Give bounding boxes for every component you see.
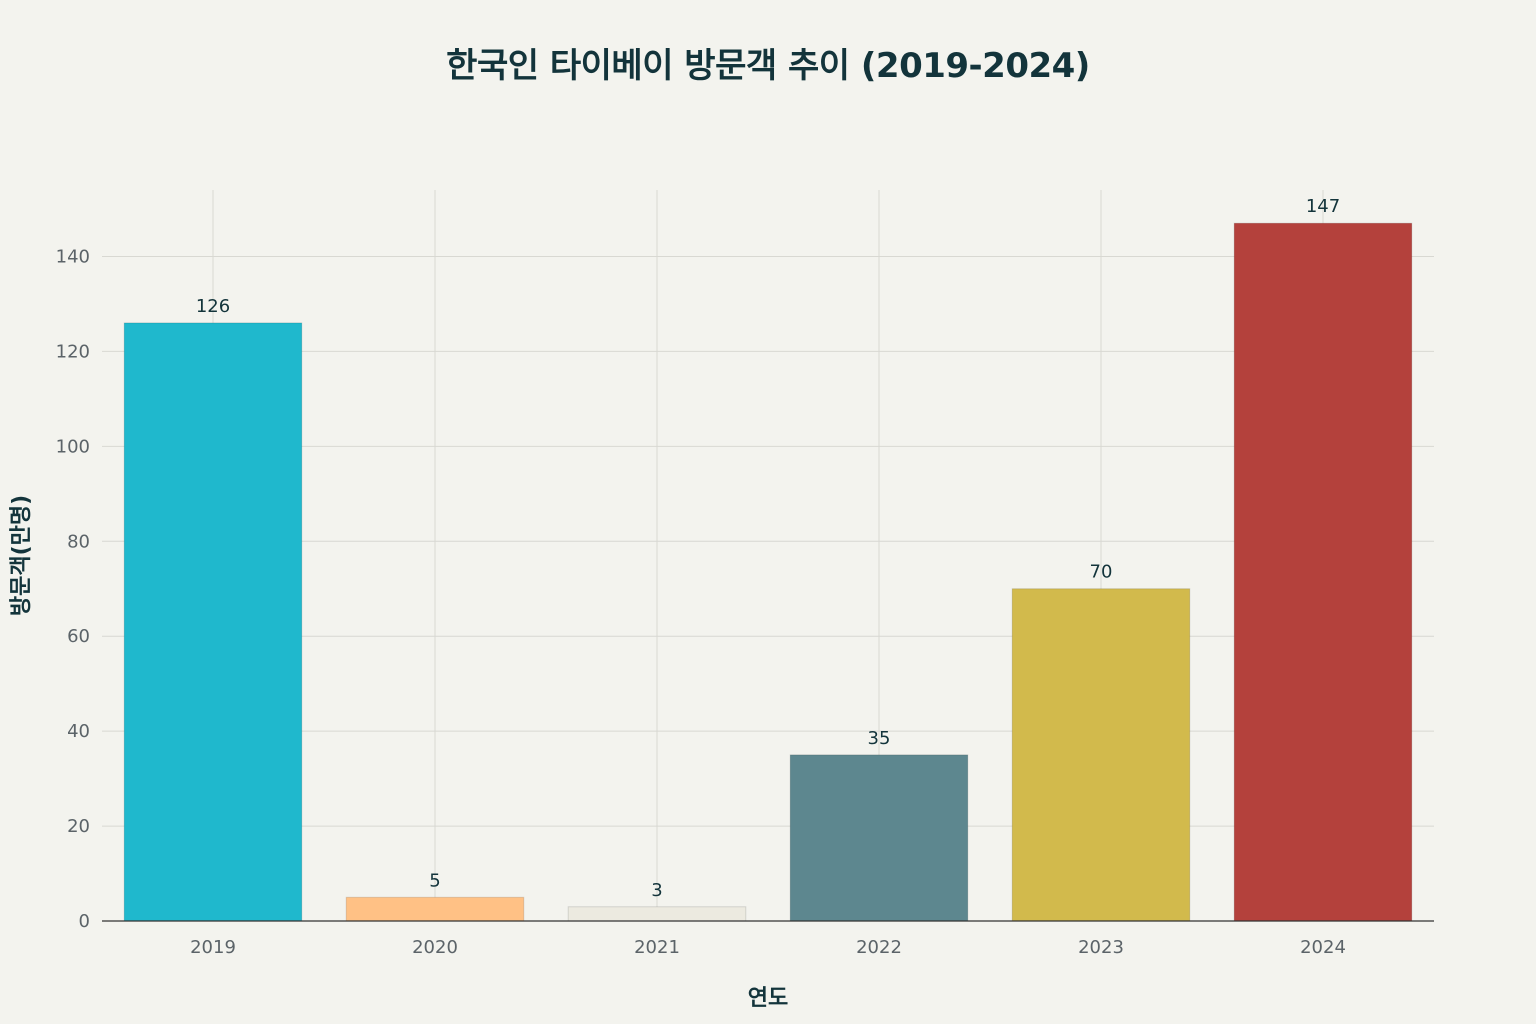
bars bbox=[123, 222, 1413, 922]
data-label: 3 bbox=[651, 880, 662, 901]
x-tick-label: 2022 bbox=[856, 937, 902, 958]
y-axis-title: 방문객(만명) bbox=[9, 495, 34, 616]
data-label: 5 bbox=[429, 870, 440, 891]
data-label: 126 bbox=[196, 296, 230, 317]
bar-2022 bbox=[789, 754, 969, 922]
y-tick-label: 40 bbox=[67, 721, 90, 742]
labels: 0 20 40 60 80 100 120 140 126 2019 5 2020 3 2021 35 202… bbox=[56, 196, 1346, 958]
y-tick-label: 80 bbox=[67, 531, 90, 552]
data-label: 70 bbox=[1090, 562, 1113, 583]
x-tick-label: 2020 bbox=[412, 937, 458, 958]
data-label: 147 bbox=[1306, 196, 1340, 217]
bar-2024 bbox=[1233, 222, 1413, 922]
x-tick-label: 2021 bbox=[634, 937, 680, 958]
y-tick-label: 20 bbox=[67, 816, 90, 837]
y-tick-label: 100 bbox=[56, 436, 90, 457]
bar-2023 bbox=[1011, 588, 1191, 922]
y-tick-label: 0 bbox=[79, 911, 90, 932]
chart-title: 한국인 타이베이 방문객 추이 (2019-2024) bbox=[446, 46, 1090, 86]
y-tick-label: 60 bbox=[67, 626, 90, 647]
y-tick-label: 140 bbox=[56, 246, 90, 267]
x-tick-label: 2023 bbox=[1078, 937, 1124, 958]
bar-2019 bbox=[123, 322, 303, 922]
x-tick-label: 2019 bbox=[190, 937, 236, 958]
data-label: 35 bbox=[868, 728, 891, 749]
bar-2020 bbox=[345, 896, 525, 922]
x-axis-title: 연도 bbox=[748, 986, 788, 1011]
x-tick-label: 2024 bbox=[1300, 937, 1346, 958]
bar-2021 bbox=[567, 906, 747, 922]
y-tick-label: 120 bbox=[56, 341, 90, 362]
